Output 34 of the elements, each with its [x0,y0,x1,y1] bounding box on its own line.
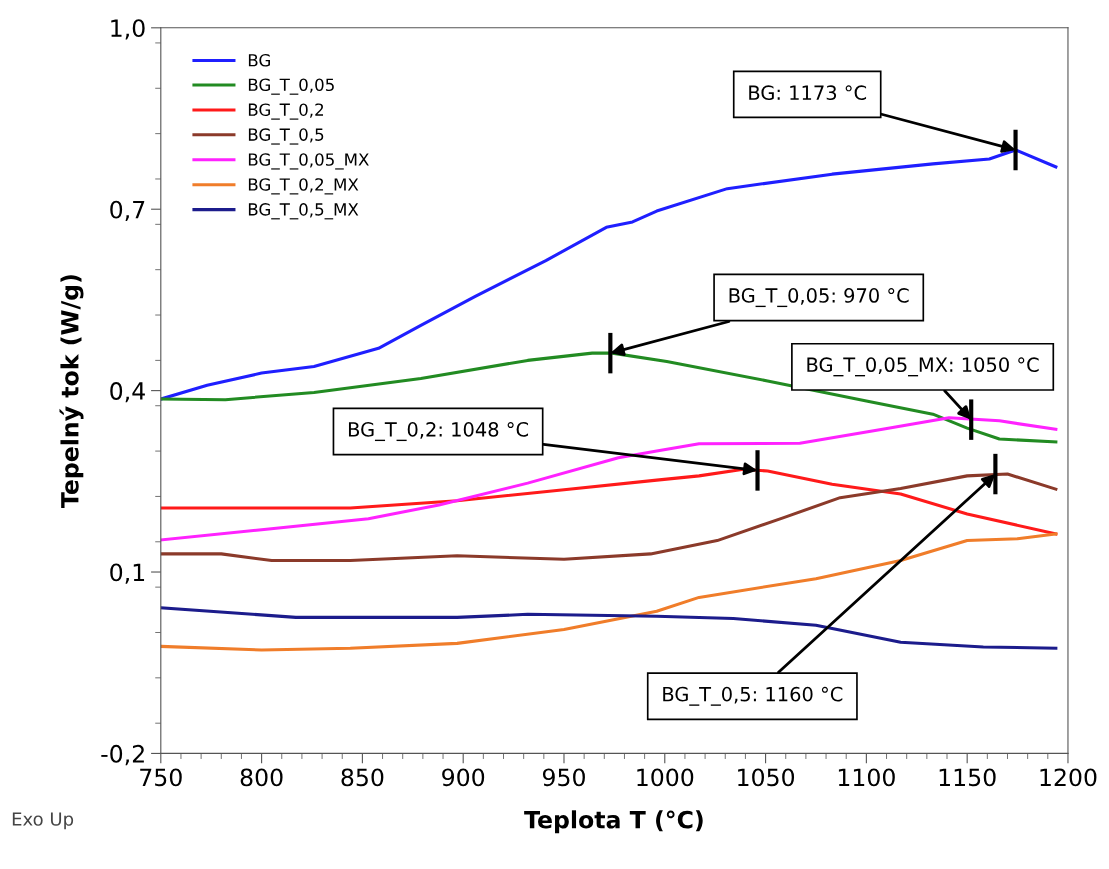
annotation: BG_T_0,05_MX: 1050 °C [807,357,1039,377]
x-tick-label: 950 [542,768,585,787]
y-tick-label: 0,4 [110,382,145,403]
annotation: BG_T_0,2: 1048 °C [348,422,529,442]
x-tick-label: 750 [140,768,182,787]
line-series [160,532,1058,652]
x-axis-title: Teplota T (°C) [524,810,703,834]
line-series [160,416,1058,542]
annotation: BG_T_0,05: 970 °C [729,288,909,308]
y-axis-title: Tepelný tok (W/g) [59,275,84,508]
y-tick-label: 1,0 [111,19,145,40]
x-tick-label: 1100 [838,768,895,787]
x-tick-label: 800 [240,768,283,787]
y-tick-label: -0,2 [101,744,144,766]
legend-label: BG_T_0,2_MX [248,178,359,195]
y-tick-label: 0,1 [110,563,145,584]
x-tick-label: 900 [442,768,485,787]
legend-label: BG_T_0,5_MX [248,203,359,220]
legend-label: BG [248,53,270,67]
legend-label: BG_T_0,5 [248,128,324,145]
annotation: BG_T_0,5: 1160 °C [663,686,843,706]
x-tick-label: 1000 [637,768,694,787]
annotation: BG: 1173 °C [749,85,867,101]
x-tick-label: 1200 [1040,768,1097,787]
line-series [160,606,1058,650]
legend-label: BG_T_0,2 [248,103,324,120]
x-tick-label: 850 [341,768,384,787]
x-tick-label: 1050 [738,768,795,787]
text: Exo Up [12,812,74,830]
line-series [160,472,1058,563]
y-tick-label: 0,7 [110,200,145,221]
x-tick-label: 1150 [939,768,996,787]
legend-label: BG_T_0,05_MX [248,153,369,170]
legend-label: BG_T_0,05 [248,78,334,95]
